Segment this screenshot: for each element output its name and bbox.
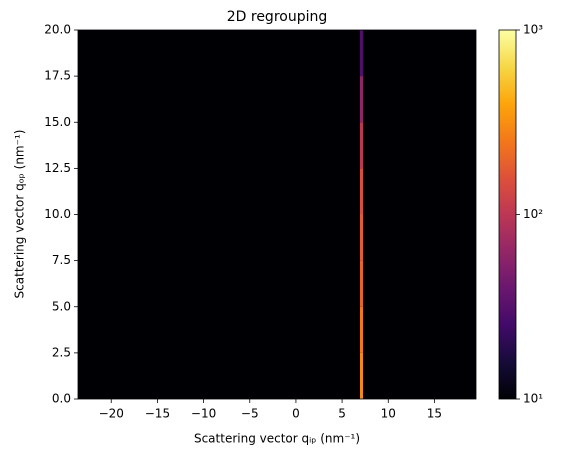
x-tick-label: 0 <box>292 407 300 421</box>
heatmap-cell <box>359 306 363 353</box>
x-axis-label: Scattering vector qᵢₚ (nm⁻¹) <box>194 432 360 446</box>
heatmap-background <box>78 30 476 399</box>
y-axis-label: Scattering vector qₒₚ (nm⁻¹) <box>13 130 27 299</box>
heatmap-cell <box>359 352 363 399</box>
heatmap-cell <box>359 214 363 261</box>
y-tick-label: 2.5 <box>52 345 71 359</box>
colorbar-tick-label: 10¹ <box>523 392 543 406</box>
y-tick-label: 20.0 <box>44 23 71 37</box>
x-tick-label: 15 <box>427 407 442 421</box>
heatmap-cell <box>359 168 363 215</box>
y-tick-label: 12.5 <box>44 161 71 175</box>
heatmap-cell <box>359 122 363 169</box>
heatmap-cell <box>359 30 363 77</box>
x-tick-label: 10 <box>381 407 396 421</box>
x-tick-label: −15 <box>145 407 170 421</box>
y-tick-label: 10.0 <box>44 207 71 221</box>
x-tick-label: −10 <box>191 407 216 421</box>
y-tick-label: 7.5 <box>52 253 71 267</box>
y-tick-label: 0.0 <box>52 392 71 406</box>
chart-title: 2D regrouping <box>227 9 328 25</box>
colorbar <box>498 29 517 400</box>
heatmap-cell <box>359 76 363 123</box>
heatmap-cell <box>359 260 363 307</box>
x-tick-label: −20 <box>99 407 124 421</box>
colorbar-tick-label: 10³ <box>523 23 543 37</box>
x-tick-label: −5 <box>241 407 259 421</box>
colorbar-tick-label: 10² <box>523 207 543 221</box>
y-tick-label: 15.0 <box>44 115 71 129</box>
x-tick-label: 5 <box>338 407 346 421</box>
y-tick-label: 5.0 <box>52 299 71 313</box>
y-tick-label: 17.5 <box>44 69 71 83</box>
